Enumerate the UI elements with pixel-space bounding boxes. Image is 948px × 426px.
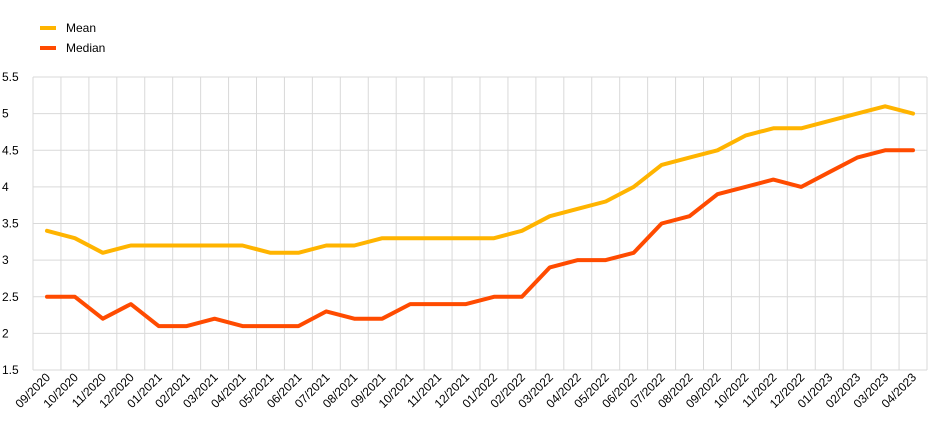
y-tick-label: 2 <box>2 326 9 340</box>
legend-label-mean: Mean <box>66 21 96 35</box>
y-tick-label: 3 <box>2 253 9 267</box>
legend: Mean Median <box>40 21 105 55</box>
series-lines <box>45 104 915 329</box>
legend-label-median: Median <box>66 41 105 55</box>
y-tick-label: 3.5 <box>2 217 19 231</box>
y-tick-label: 5 <box>2 107 9 121</box>
y-tick-label: 5.5 <box>2 70 19 84</box>
y-tick-label: 4.5 <box>2 143 19 157</box>
series-line-mean <box>45 104 915 255</box>
y-tick-label: 4 <box>2 180 9 194</box>
y-axis-tick-labels: 1.5 2 2.5 3 3.5 4 4.5 5 5.5 <box>2 70 19 377</box>
series-line-median <box>45 148 915 329</box>
y-tick-label: 1.5 <box>2 363 19 377</box>
legend-item-mean: Mean <box>40 21 96 35</box>
legend-item-median: Median <box>40 41 105 55</box>
x-axis-tick-labels: 09/202010/202011/202012/202001/202102/20… <box>13 370 920 411</box>
y-tick-label: 2.5 <box>2 290 19 304</box>
grid <box>32 76 928 371</box>
